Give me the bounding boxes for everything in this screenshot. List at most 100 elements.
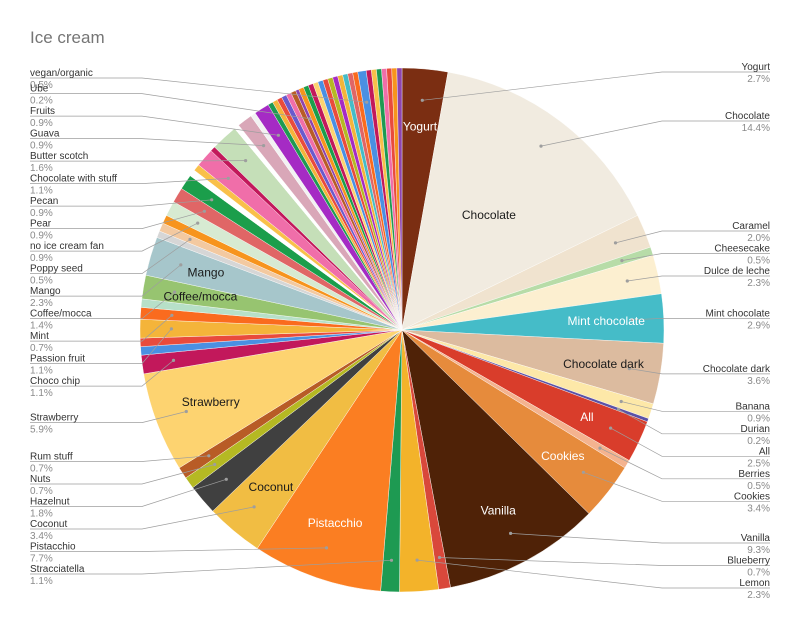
- chart-title: Ice cream: [30, 28, 105, 47]
- in-slice-label-cookies: Cookies: [541, 449, 584, 463]
- slice-percent-coconut: 3.4%: [30, 531, 53, 542]
- leader-line-vanilla: [510, 533, 770, 544]
- slice-label-chocolate-dark: Chocolate dark: [703, 364, 771, 375]
- slice-label-ube: Ube: [30, 84, 49, 95]
- leader-line-dulce-de-leche: [627, 275, 770, 282]
- slice-percent-banana: 0.9%: [747, 413, 770, 424]
- slice-percent-pecan: 0.9%: [30, 208, 53, 219]
- in-slice-label-chocolate: Chocolate: [462, 208, 516, 222]
- leader-line-stracciatella: [30, 559, 392, 575]
- slice-label-banana: Banana: [736, 401, 771, 412]
- slice-label-chocolate: Chocolate: [725, 111, 770, 122]
- leader-line-choco-chip: [30, 360, 174, 387]
- slice-label-nuts: Nuts: [30, 474, 51, 485]
- slice-label-no-ice-cream-fan: no ice cream fan: [30, 241, 104, 252]
- in-slice-label-mango: Mango: [188, 265, 225, 279]
- slice-label-fruits: Fruits: [30, 106, 55, 117]
- leader-line-butter-scotch: [30, 160, 246, 162]
- leader-lines: [30, 71, 770, 589]
- slice-percent-rum-stuff: 0.7%: [30, 464, 53, 475]
- slice-label-mint-chocolate: Mint chocolate: [706, 308, 771, 319]
- slice-percent-passion-fruit: 1.1%: [30, 366, 53, 377]
- in-slice-labels: Yogurt Chocolate Mint chocolate Chocolate d…: [163, 119, 645, 530]
- leader-line-nuts: [30, 464, 215, 485]
- leader-line-hazelnut: [30, 478, 227, 507]
- slice-percent-coffee-mocca: 1.4%: [30, 321, 53, 332]
- leader-line-guava: [30, 138, 264, 146]
- slice-percent-no-ice-cream-fan: 0.9%: [30, 253, 53, 264]
- leader-line-fruits: [30, 115, 279, 136]
- leader-line-yogurt: [422, 71, 770, 101]
- leader-line-pear: [30, 210, 205, 229]
- slice-label-guava: Guava: [30, 129, 60, 140]
- slice-label-yogurt: Yogurt: [741, 62, 770, 73]
- slice-label-vegan-organic: vegan/organic: [30, 68, 93, 79]
- slice-label-vanilla: Vanilla: [741, 533, 771, 544]
- in-slice-label-all: All: [580, 410, 593, 424]
- slice-label-choco-chip: Choco chip: [30, 376, 80, 387]
- slice-percent-vegan-organic: 0.5%: [30, 80, 53, 91]
- leader-line-vegan-organic: [30, 77, 367, 103]
- slice-label-coffee-mocca: Coffee/mocca: [30, 309, 92, 320]
- in-slice-label-chocolate-dark: Chocolate dark: [563, 357, 645, 371]
- leader-line-all: [610, 427, 770, 457]
- slice-label-blueberry: Blueberry: [727, 556, 770, 567]
- slice-label-caramel: Caramel: [732, 221, 770, 232]
- pie-slice-pistacchio: [257, 329, 403, 592]
- slice-label-strawberry: Strawberry: [30, 413, 78, 424]
- slice-percent-chocolate-with-stuff: 1.1%: [30, 186, 53, 197]
- slice-label-stracciatella: Stracciatella: [30, 564, 85, 575]
- leader-line-cookies: [583, 471, 770, 502]
- slice-label-coconut: Coconut: [30, 519, 67, 530]
- in-slice-label-strawberry: Strawberry: [182, 395, 240, 409]
- leader-line-poppy-seed: [30, 239, 191, 274]
- slice-label-dulce-de-leche: Dulce de leche: [704, 266, 771, 277]
- slice-percent-mango: 2.3%: [30, 298, 53, 309]
- slice-percent-dulce-de-leche: 2.3%: [747, 278, 770, 289]
- slice-percent-ube: 0.2%: [30, 96, 53, 107]
- in-slice-label-mint-chocolate: Mint chocolate: [568, 314, 646, 328]
- leader-line-berries: [599, 447, 770, 480]
- in-slice-label-coffee-mocca: Coffee/mocca: [163, 289, 237, 303]
- slice-percent-all: 2.5%: [747, 458, 770, 469]
- slice-percent-caramel: 2.0%: [747, 233, 770, 244]
- leader-line-rum-stuff: [30, 455, 209, 462]
- leader-line-mint-chocolate: [632, 318, 770, 321]
- slice-labels: Yogurt2.7%Chocolate14.4%Caramel2.0%Chees…: [30, 62, 771, 601]
- leader-line-no-ice-cream-fan: [30, 222, 198, 252]
- leader-line-passion-fruit: [30, 328, 172, 364]
- leader-line-coffee-mocca: [30, 291, 175, 319]
- slice-label-durian: Durian: [741, 424, 770, 435]
- slice-percent-yogurt: 2.7%: [747, 74, 770, 85]
- in-slice-label-coconut: Coconut: [249, 480, 294, 494]
- leader-line-pecan: [30, 199, 212, 207]
- leader-line-mango: [30, 264, 182, 297]
- slice-percent-mint: 0.7%: [30, 343, 53, 354]
- slice-percent-hazelnut: 1.8%: [30, 509, 53, 520]
- slice-label-pecan: Pecan: [30, 196, 58, 207]
- leader-line-cheesecake: [621, 253, 770, 261]
- slice-percent-butter-scotch: 1.6%: [30, 163, 53, 174]
- leader-line-mint: [30, 315, 173, 342]
- slice-label-cheesecake: Cheesecake: [714, 244, 770, 255]
- leader-line-durian: [618, 409, 770, 435]
- slice-label-poppy-seed: Poppy seed: [30, 264, 83, 275]
- slice-percent-pear: 0.9%: [30, 231, 53, 242]
- slice-label-pistacchio: Pistacchio: [30, 542, 76, 553]
- slice-percent-chocolate: 14.4%: [742, 123, 770, 134]
- slice-label-rum-stuff: Rum stuff: [30, 452, 73, 463]
- slice-percent-vanilla: 9.3%: [747, 545, 770, 556]
- slice-label-cookies: Cookies: [734, 491, 770, 502]
- slice-percent-durian: 0.2%: [747, 436, 770, 447]
- pie-slices: [139, 67, 665, 593]
- pie-slice-unlabeled-71: [396, 67, 403, 331]
- leader-line-caramel: [615, 230, 770, 244]
- slice-percent-guava: 0.9%: [30, 141, 53, 152]
- leader-line-strawberry: [30, 411, 187, 423]
- leader-line-lemon: [417, 559, 770, 589]
- slice-percent-lemon: 2.3%: [747, 590, 770, 601]
- slice-label-mango: Mango: [30, 286, 61, 297]
- leader-line-blueberry: [439, 557, 770, 566]
- slice-label-berries: Berries: [738, 469, 770, 480]
